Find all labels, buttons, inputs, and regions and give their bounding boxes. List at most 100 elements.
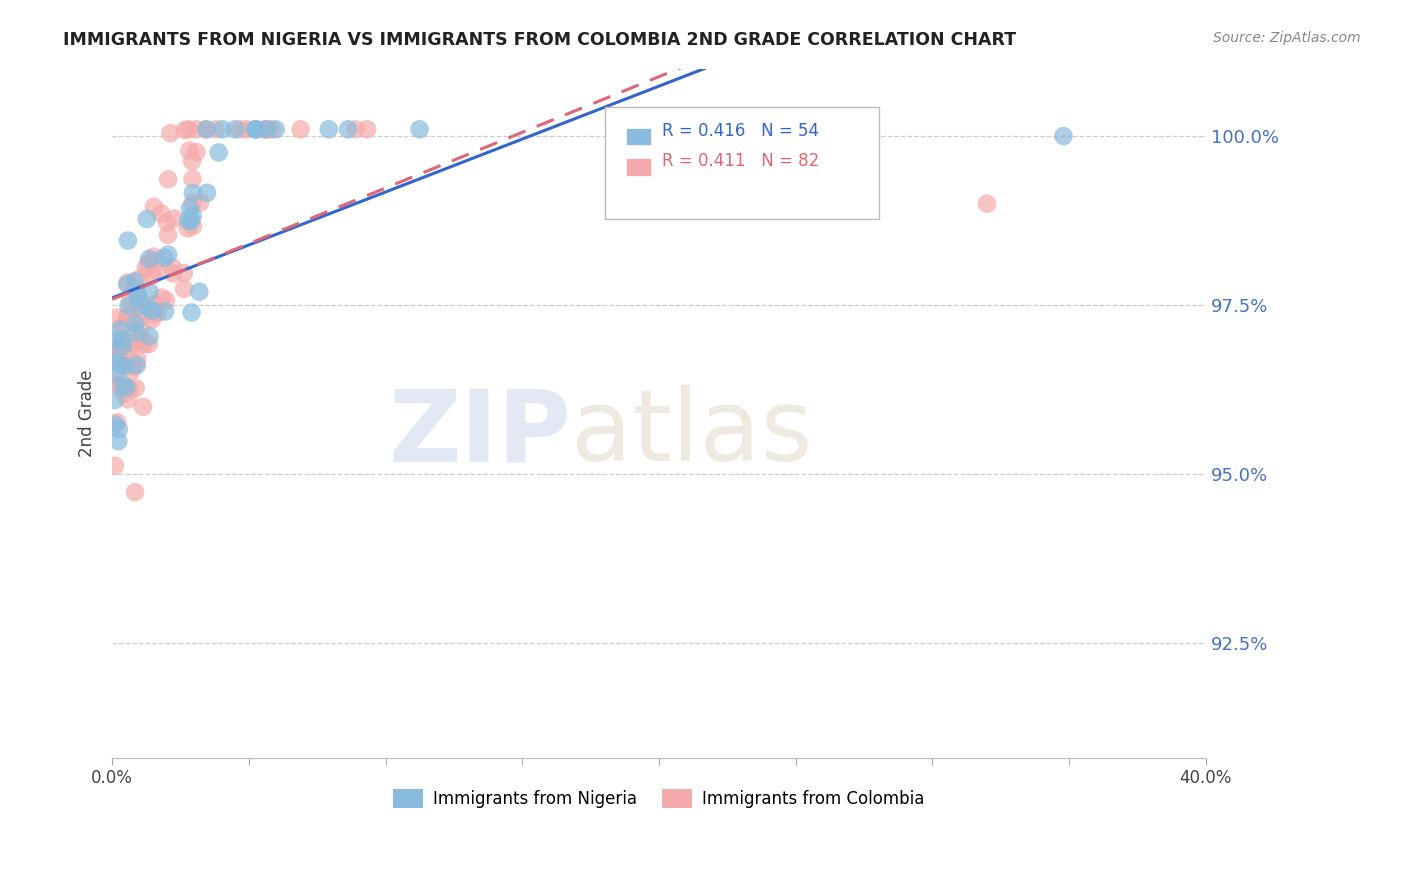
Point <box>132 400 155 414</box>
Point <box>111 377 134 392</box>
Point <box>290 122 312 136</box>
Point <box>112 339 135 353</box>
Point <box>117 234 139 248</box>
Point <box>176 221 198 235</box>
Point <box>153 304 176 318</box>
Point <box>181 209 204 223</box>
Point <box>138 329 160 343</box>
Point <box>117 310 139 325</box>
Point <box>1052 129 1074 144</box>
Point <box>181 154 204 169</box>
Point <box>127 291 149 305</box>
Point <box>188 195 211 210</box>
Text: ZIP: ZIP <box>388 385 571 483</box>
Point <box>344 122 367 136</box>
Point <box>112 386 135 401</box>
Point <box>156 227 179 242</box>
Point <box>107 351 129 365</box>
Point <box>145 264 167 278</box>
Point <box>177 122 200 136</box>
Point <box>125 335 148 350</box>
Point <box>108 342 131 356</box>
Point <box>105 349 128 363</box>
Point <box>117 310 139 324</box>
Point <box>163 211 186 226</box>
Point <box>245 122 267 136</box>
Point <box>115 380 138 394</box>
Point <box>162 267 184 281</box>
Point <box>134 337 156 351</box>
Point <box>337 122 360 136</box>
Point <box>127 288 149 302</box>
Point <box>141 307 163 321</box>
Point <box>177 213 200 227</box>
Point <box>132 334 155 349</box>
Point <box>173 123 195 137</box>
Point <box>224 122 246 136</box>
Point <box>117 392 139 407</box>
Point <box>356 122 378 136</box>
Point <box>254 122 277 136</box>
Point <box>186 122 208 136</box>
Point <box>138 301 160 316</box>
Point <box>124 485 146 500</box>
Text: R = 0.416   N = 54: R = 0.416 N = 54 <box>662 122 820 140</box>
Point <box>181 172 204 186</box>
Point <box>104 366 127 380</box>
Point <box>114 359 136 373</box>
Point <box>129 321 152 335</box>
Point <box>173 282 195 296</box>
Point <box>105 415 128 429</box>
Text: Source: ZipAtlas.com: Source: ZipAtlas.com <box>1213 31 1361 45</box>
Point <box>153 251 176 265</box>
Point <box>156 215 179 229</box>
Point <box>186 145 208 160</box>
Point <box>125 381 148 395</box>
Point <box>135 260 157 275</box>
Point <box>117 299 139 313</box>
Point <box>124 283 146 297</box>
Point <box>124 317 146 331</box>
Point <box>408 122 430 136</box>
Legend: Immigrants from Nigeria, Immigrants from Colombia: Immigrants from Nigeria, Immigrants from… <box>387 782 931 814</box>
Point <box>104 393 127 408</box>
Point <box>104 458 127 473</box>
Point <box>260 122 283 136</box>
Point <box>138 337 160 351</box>
Point <box>118 349 141 363</box>
Point <box>118 382 141 396</box>
Point <box>146 306 169 320</box>
Point <box>150 206 173 220</box>
Point <box>145 253 167 268</box>
Point <box>155 293 177 308</box>
Text: atlas: atlas <box>571 385 813 483</box>
Point <box>110 339 132 353</box>
Point <box>142 304 165 318</box>
Point <box>107 434 129 449</box>
Text: IMMIGRANTS FROM NIGERIA VS IMMIGRANTS FROM COLOMBIA 2ND GRADE CORRELATION CHART: IMMIGRANTS FROM NIGERIA VS IMMIGRANTS FR… <box>63 31 1017 49</box>
Point <box>211 122 233 136</box>
Point <box>173 266 195 280</box>
Point <box>181 196 204 211</box>
Point <box>136 257 159 271</box>
Point <box>108 422 131 436</box>
Point <box>204 122 226 136</box>
Point <box>128 272 150 286</box>
Point <box>104 346 127 360</box>
Point <box>264 122 287 136</box>
Y-axis label: 2nd Grade: 2nd Grade <box>79 369 96 457</box>
Point <box>195 122 218 136</box>
Point <box>150 291 173 305</box>
Point <box>124 316 146 330</box>
Point <box>180 214 202 228</box>
Point <box>124 275 146 289</box>
Point <box>157 172 180 186</box>
Point <box>104 334 127 349</box>
Point <box>104 376 127 390</box>
Point <box>179 144 201 158</box>
Point <box>208 145 231 160</box>
Point <box>129 299 152 313</box>
Point <box>108 358 131 372</box>
Point <box>180 305 202 319</box>
Point <box>138 285 160 299</box>
